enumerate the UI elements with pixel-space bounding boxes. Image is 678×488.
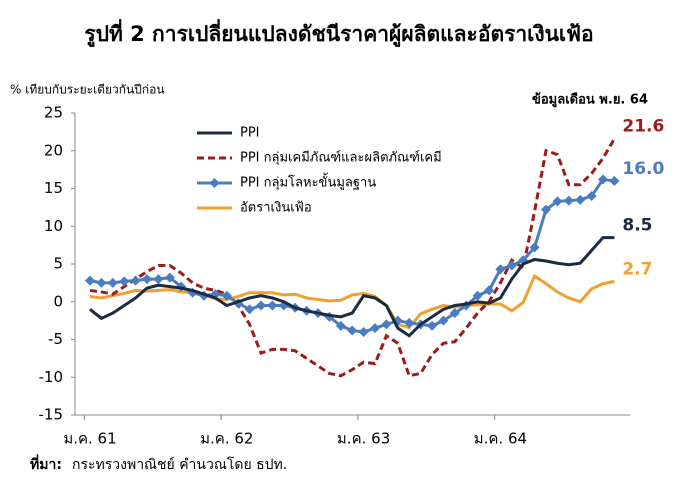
marker bbox=[575, 194, 586, 205]
end-label: 21.6 bbox=[622, 117, 664, 137]
marker bbox=[370, 323, 380, 334]
chart-title: รูปที่ 2 การเปลี่ยนแปลงดัชนีราคาผู้ผลิตแ… bbox=[84, 18, 593, 48]
y-tick-label: 5 bbox=[53, 255, 63, 273]
marker bbox=[598, 174, 608, 185]
x-tick-label: ม.ค. 63 bbox=[337, 430, 390, 448]
legend-label: PPI กลุ่มเคมีภัณฑ์และผลิตภัณฑ์เคมี bbox=[240, 150, 442, 166]
marker bbox=[495, 264, 506, 275]
annotation: ข้อมูลเดือน พ.ย. 64 bbox=[532, 92, 648, 108]
end-label: 8.5 bbox=[622, 216, 652, 236]
legend-marker bbox=[209, 178, 220, 188]
marker bbox=[449, 308, 460, 319]
marker bbox=[427, 320, 437, 331]
marker bbox=[529, 242, 540, 253]
x-tick-label: ม.ค. 61 bbox=[63, 430, 116, 448]
legend-label: PPI bbox=[240, 126, 260, 141]
marker bbox=[335, 320, 346, 331]
marker bbox=[256, 300, 266, 311]
x-tick-label: ม.ค. 64 bbox=[474, 430, 527, 448]
y-tick-label: -15 bbox=[39, 406, 64, 424]
marker bbox=[107, 277, 118, 288]
y-tick-label: 15 bbox=[44, 179, 63, 197]
marker bbox=[96, 277, 107, 288]
marker bbox=[119, 276, 130, 287]
marker bbox=[347, 325, 358, 336]
marker bbox=[267, 300, 278, 311]
marker bbox=[438, 315, 449, 326]
marker bbox=[586, 191, 597, 202]
marker bbox=[563, 195, 574, 206]
end-label: 2.7 bbox=[622, 259, 652, 279]
legend-label: อัตราเงินเฟ้อ bbox=[240, 201, 312, 216]
marker bbox=[130, 275, 141, 286]
series-line bbox=[89, 137, 616, 378]
series-line bbox=[89, 177, 615, 334]
marker bbox=[244, 304, 255, 315]
marker bbox=[142, 274, 152, 285]
marker bbox=[552, 196, 563, 207]
end-label: 16.0 bbox=[622, 159, 664, 179]
x-tick-label: ม.ค. 62 bbox=[200, 430, 253, 448]
series-line bbox=[89, 273, 615, 330]
marker bbox=[381, 319, 392, 330]
marker bbox=[609, 175, 620, 186]
marker bbox=[164, 272, 175, 283]
series-line bbox=[89, 236, 615, 338]
marker bbox=[221, 290, 232, 301]
marker bbox=[506, 260, 517, 271]
source-text: กระทรวงพาณิชย์ คำนวณโดย ธปท. bbox=[72, 456, 287, 473]
marker bbox=[484, 285, 494, 296]
y-tick-label: 10 bbox=[44, 217, 63, 235]
source-label: ที่มา: bbox=[30, 454, 62, 473]
y-tick-label: -10 bbox=[39, 368, 64, 386]
y-tick-label: 25 bbox=[44, 104, 63, 122]
marker bbox=[153, 274, 164, 285]
y-axis-label: % เทียบกับระยะเดียวกันปีก่อน bbox=[10, 83, 165, 97]
legend-label: PPI กลุ่มโลหะขั้นมูลฐาน bbox=[240, 173, 376, 191]
y-tick-label: 20 bbox=[44, 141, 63, 159]
y-tick-label: 0 bbox=[53, 292, 63, 310]
marker bbox=[85, 275, 95, 286]
marker bbox=[541, 204, 551, 215]
marker bbox=[358, 326, 369, 337]
y-tick-label: -5 bbox=[48, 330, 63, 348]
marker bbox=[472, 290, 483, 301]
marker bbox=[404, 317, 415, 328]
